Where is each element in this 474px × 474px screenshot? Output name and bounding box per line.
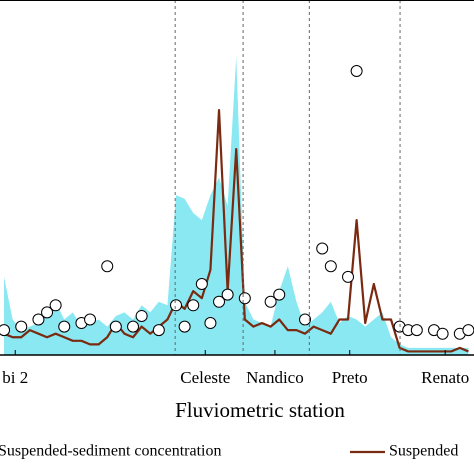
point	[170, 299, 183, 312]
point	[84, 313, 97, 326]
point	[187, 299, 200, 312]
point	[0, 324, 11, 337]
x-tick-label: Celeste	[180, 368, 230, 387]
point	[316, 242, 329, 255]
point	[342, 270, 355, 283]
point	[436, 327, 449, 340]
point	[264, 295, 277, 308]
area	[4, 56, 469, 356]
point	[195, 278, 208, 290]
point	[410, 324, 423, 337]
point	[58, 320, 71, 333]
point	[299, 313, 312, 326]
point	[350, 65, 363, 77]
point	[109, 320, 122, 333]
point	[238, 292, 251, 305]
legend-label: Suspended	[389, 443, 458, 460]
point	[32, 313, 45, 326]
legend-label: Suspended-sediment concentration	[0, 443, 222, 460]
point	[41, 306, 54, 319]
point	[462, 324, 474, 337]
point	[127, 320, 140, 333]
point	[213, 295, 226, 308]
x-axis-title: Fluviometric station	[175, 398, 345, 422]
point	[49, 299, 62, 312]
x-tick-label: Renato	[421, 368, 469, 387]
point	[135, 309, 148, 322]
x-tick-label: Nandico	[246, 368, 304, 387]
point	[273, 288, 286, 301]
point	[178, 320, 191, 333]
point	[221, 288, 234, 301]
point	[101, 260, 114, 273]
point	[15, 320, 28, 333]
x-tick-label: bi 2	[2, 368, 28, 387]
point	[152, 324, 165, 337]
x-tick-label: Preto	[332, 368, 368, 387]
point	[324, 260, 337, 273]
line	[3, 108, 469, 353]
point	[204, 317, 217, 330]
